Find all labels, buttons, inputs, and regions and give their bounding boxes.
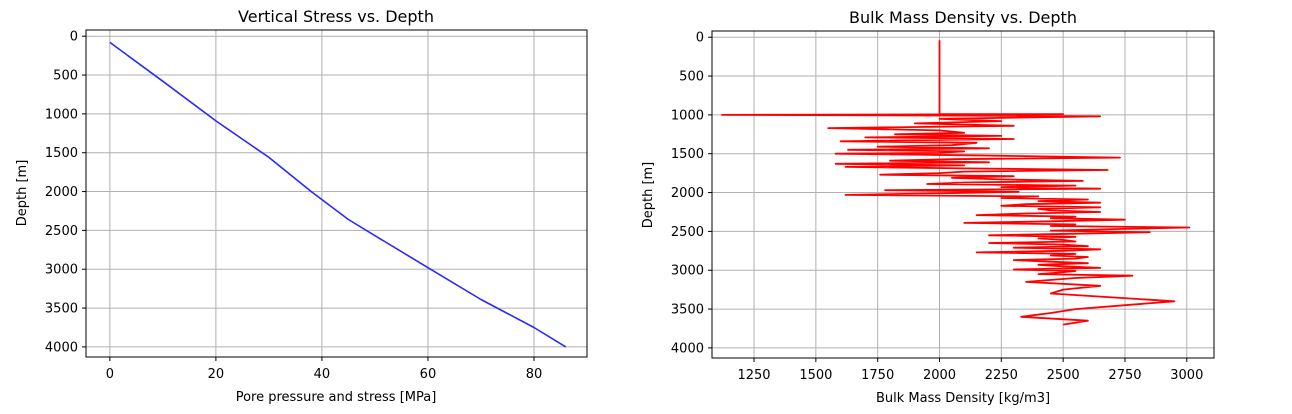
y-tick-label: 3500: [671, 303, 704, 318]
x-tick-label: 2750: [1108, 368, 1141, 383]
y-tick-label: 500: [679, 70, 704, 85]
y-tick-label: 4000: [671, 341, 704, 356]
x-axis-label: Bulk Mass Density [kg/m3]: [876, 391, 1050, 406]
series-group: [721, 40, 1191, 326]
y-tick-label: 3500: [45, 302, 78, 317]
x-tick-label: 80: [526, 367, 543, 382]
series-line: [721, 40, 1191, 326]
x-axis-label: Pore pressure and stress [MPa]: [236, 390, 437, 405]
y-tick-label: 3000: [45, 263, 78, 278]
grid-lines: [712, 31, 1214, 358]
x-tick-labels: 1250 1500 1750 2000 2250 2500 2750 3000: [737, 358, 1203, 383]
series-line: [109, 41, 567, 348]
y-tick-label: 4000: [45, 340, 78, 355]
x-tick-label: 60: [420, 367, 437, 382]
y-tick-label: 1500: [671, 147, 704, 162]
x-tick-label: 2000: [923, 368, 956, 383]
x-tick-label: 20: [208, 367, 225, 382]
chart-title: Vertical Stress vs. Depth: [238, 7, 434, 26]
x-tick-label: 2500: [1047, 368, 1080, 383]
x-tick-label: 1500: [799, 368, 832, 383]
y-tick-label: 1000: [671, 108, 704, 123]
y-tick-labels: 0 500 1000 1500 2000 2500 3000 3500 4000: [45, 30, 86, 355]
y-tick-label: 1500: [45, 146, 78, 161]
plot-area-frame: [711, 30, 1215, 359]
y-tick-label: 2500: [45, 224, 78, 239]
x-tick-label: 3000: [1170, 368, 1203, 383]
chart-title: Bulk Mass Density vs. Depth: [849, 8, 1077, 27]
y-axis-label: Depth [m]: [641, 162, 656, 229]
y-axis-label: Depth [m]: [15, 160, 30, 227]
y-tick-label: 0: [70, 30, 78, 45]
x-tick-label: 2250: [985, 368, 1018, 383]
y-tick-label: 2000: [45, 185, 78, 200]
x-tick-label: 1250: [737, 368, 770, 383]
y-tick-label: 0: [696, 31, 704, 46]
y-tick-label: 3000: [671, 264, 704, 279]
x-tick-label: 40: [314, 367, 331, 382]
y-tick-label: 2000: [671, 186, 704, 201]
y-tick-labels: 0 500 1000 1500 2000 2500 3000 3500 4000: [671, 31, 712, 356]
y-tick-label: 2500: [671, 225, 704, 240]
x-tick-label: 1750: [861, 368, 894, 383]
y-tick-label: 500: [53, 69, 78, 84]
bulk-density-chart: Bulk Mass Density vs. Depth 1250 1500 1750…: [641, 8, 1215, 406]
plot-area-frame: [85, 29, 588, 358]
x-tick-label: 0: [106, 367, 114, 382]
x-tick-labels: 0 20 40 60 80: [106, 357, 543, 382]
grid-lines: [86, 30, 587, 357]
vertical-stress-chart: Vertical Stress vs. Depth 0 20 40 60 80 0 500…: [15, 7, 588, 405]
y-tick-label: 1000: [45, 107, 78, 122]
series-group: [109, 41, 567, 348]
